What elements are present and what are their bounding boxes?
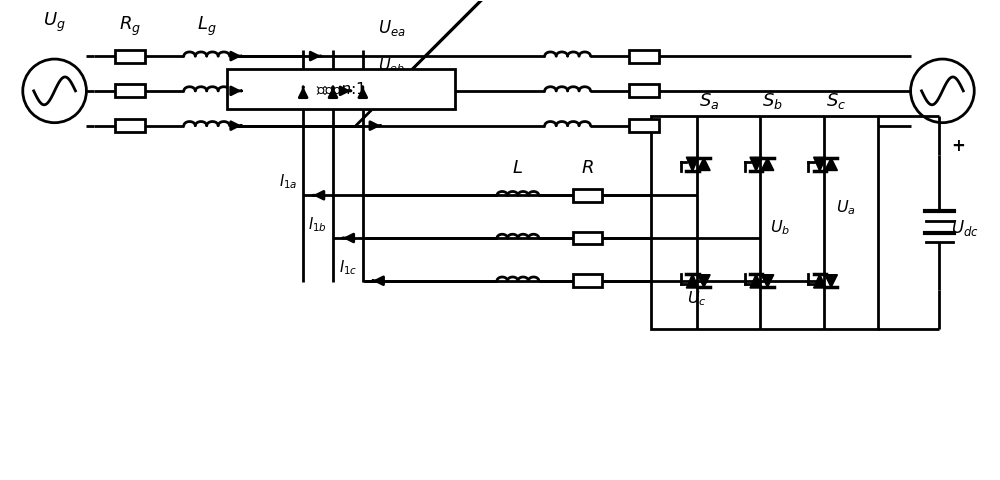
Text: $R$: $R$ [581,159,594,178]
Bar [115,84,145,97]
Text: $R_{g}$: $R_{g}$ [119,15,141,38]
Polygon shape [698,275,710,288]
Text: $U_{g}$: $U_{g}$ [43,11,66,34]
Text: $S_{c}$: $S_{c}$ [826,91,846,111]
Text: $U_{ec}$: $U_{ec}$ [378,91,404,110]
Text: $U_{a}$: $U_{a}$ [836,198,856,217]
Polygon shape [814,157,826,171]
Text: $L$: $L$ [512,159,523,178]
Text: $I_{sa}$: $I_{sa}$ [283,73,299,89]
Bar [573,274,602,287]
Text: 变压器$n$:1: 变压器$n$:1 [316,81,366,97]
Text: $U_{c}$: $U_{c}$ [687,289,707,308]
Text: $I_{1a}$: $I_{1a}$ [279,173,297,192]
Polygon shape [761,158,774,170]
Text: +: + [951,136,965,155]
Polygon shape [686,157,699,171]
Text: $I_{1c}$: $I_{1c}$ [339,258,357,277]
Bar [227,69,455,109]
Text: $S_{b}$: $S_{b}$ [762,91,783,111]
Polygon shape [825,158,837,170]
Bar [629,49,659,62]
Polygon shape [686,274,699,288]
Polygon shape [750,157,762,171]
Text: $S_{a}$: $S_{a}$ [699,91,719,111]
Polygon shape [698,158,710,170]
Bar [629,119,659,132]
Text: $I_{sb}$: $I_{sb}$ [312,73,329,89]
Text: $I_{1b}$: $I_{1b}$ [308,216,327,234]
Bar [573,231,602,244]
Polygon shape [814,274,826,288]
Polygon shape [750,274,762,288]
Bar [115,119,145,132]
Text: $U_{dc}$: $U_{dc}$ [951,217,979,238]
Polygon shape [761,275,774,288]
Bar [115,49,145,62]
Text: $I_{sc}$: $I_{sc}$ [342,73,359,89]
Text: $L_{g}$: $L_{g}$ [197,15,216,38]
Polygon shape [825,275,837,288]
Bar [573,189,602,202]
Bar [629,84,659,97]
Text: $U_{ea}$: $U_{ea}$ [378,18,405,38]
Text: $U_{b}$: $U_{b}$ [770,218,791,237]
Bar [651,116,878,329]
Text: $U_{eb}$: $U_{eb}$ [378,56,405,75]
